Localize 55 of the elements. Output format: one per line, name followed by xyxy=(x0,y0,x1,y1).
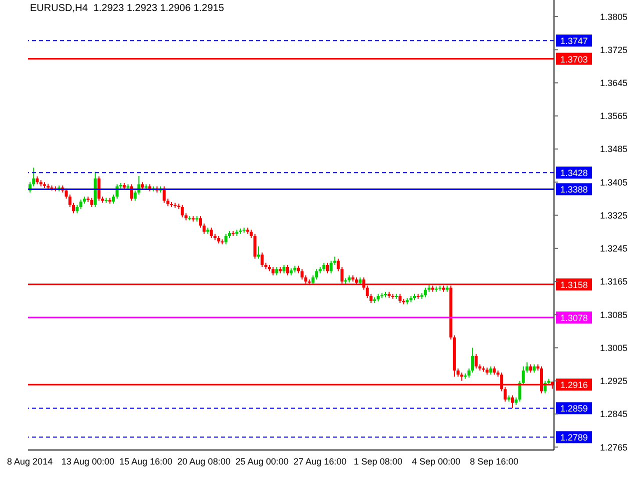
y-tick-label: 1.2765 xyxy=(600,442,628,452)
chart-title: EURUSD,H4 1.2923 1.2923 1.2906 1.2915 xyxy=(30,3,224,14)
candlestick xyxy=(471,347,474,374)
x-tick-label: 8 Aug 2014 xyxy=(7,456,53,466)
x-tick-label: 13 Aug 00:00 xyxy=(61,456,114,466)
candlestick xyxy=(90,197,94,208)
ref-line-label: 1.2789 xyxy=(560,432,588,443)
y-tick-label: 1.3405 xyxy=(600,177,628,188)
y-tick-label: 1.3805 xyxy=(600,12,628,22)
candlestick xyxy=(224,233,228,245)
candlestick xyxy=(180,204,184,218)
y-tick-label: 1.3725 xyxy=(600,44,628,55)
x-tick-label: 27 Aug 16:00 xyxy=(293,456,347,466)
candlestick xyxy=(260,252,264,268)
candlestick xyxy=(286,264,290,276)
y-tick-label: 1.3565 xyxy=(600,111,628,122)
candlestick xyxy=(330,260,333,274)
ref-line-label: 1.3078 xyxy=(560,313,588,324)
candlestick xyxy=(510,394,514,409)
ref-line-label: 1.3428 xyxy=(560,168,588,178)
candlestick xyxy=(424,287,427,298)
x-tick-label: 4 Sep 00:00 xyxy=(412,456,460,466)
x-tick-label: 15 Aug 16:00 xyxy=(119,456,172,466)
candlestick xyxy=(522,366,525,386)
candlestick xyxy=(518,380,522,402)
candlestick xyxy=(97,176,100,202)
x-tick-label: 1 Sep 08:00 xyxy=(354,456,402,466)
candlestick xyxy=(300,268,304,280)
ref-line-label: 1.3703 xyxy=(560,54,588,64)
y-tick-label: 1.3165 xyxy=(600,276,628,287)
ref-line-label: 1.2916 xyxy=(560,380,588,390)
candlestick xyxy=(326,262,329,274)
y-tick-label: 1.2845 xyxy=(600,409,628,420)
ref-line-label: 1.3158 xyxy=(560,280,588,290)
ref-line-label: 1.3388 xyxy=(560,184,588,195)
candlestick xyxy=(474,353,478,369)
ref-line-label: 1.3747 xyxy=(560,36,588,46)
candlestick xyxy=(398,293,402,304)
y-tick-label: 1.3005 xyxy=(600,342,628,353)
y-tick-label: 1.3245 xyxy=(600,244,628,254)
ref-line-label: 1.2859 xyxy=(560,404,588,414)
candlestick xyxy=(253,233,256,260)
candlestick xyxy=(257,246,260,260)
candlestick xyxy=(210,227,213,239)
x-tick-label: 8 Sep 16:00 xyxy=(470,456,518,466)
y-tick-label: 1.2925 xyxy=(600,376,628,386)
x-tick-label: 20 Aug 08:00 xyxy=(177,456,230,466)
y-tick-label: 1.3085 xyxy=(600,310,628,320)
candlestick xyxy=(79,199,82,210)
y-tick-label: 1.3485 xyxy=(600,144,628,154)
candlestick xyxy=(315,268,318,280)
x-tick-label: 25 Aug 00:00 xyxy=(235,456,289,466)
candlestick xyxy=(134,190,137,202)
y-tick-label: 1.3645 xyxy=(600,78,628,88)
y-tick-label: 1.3325 xyxy=(600,210,628,220)
